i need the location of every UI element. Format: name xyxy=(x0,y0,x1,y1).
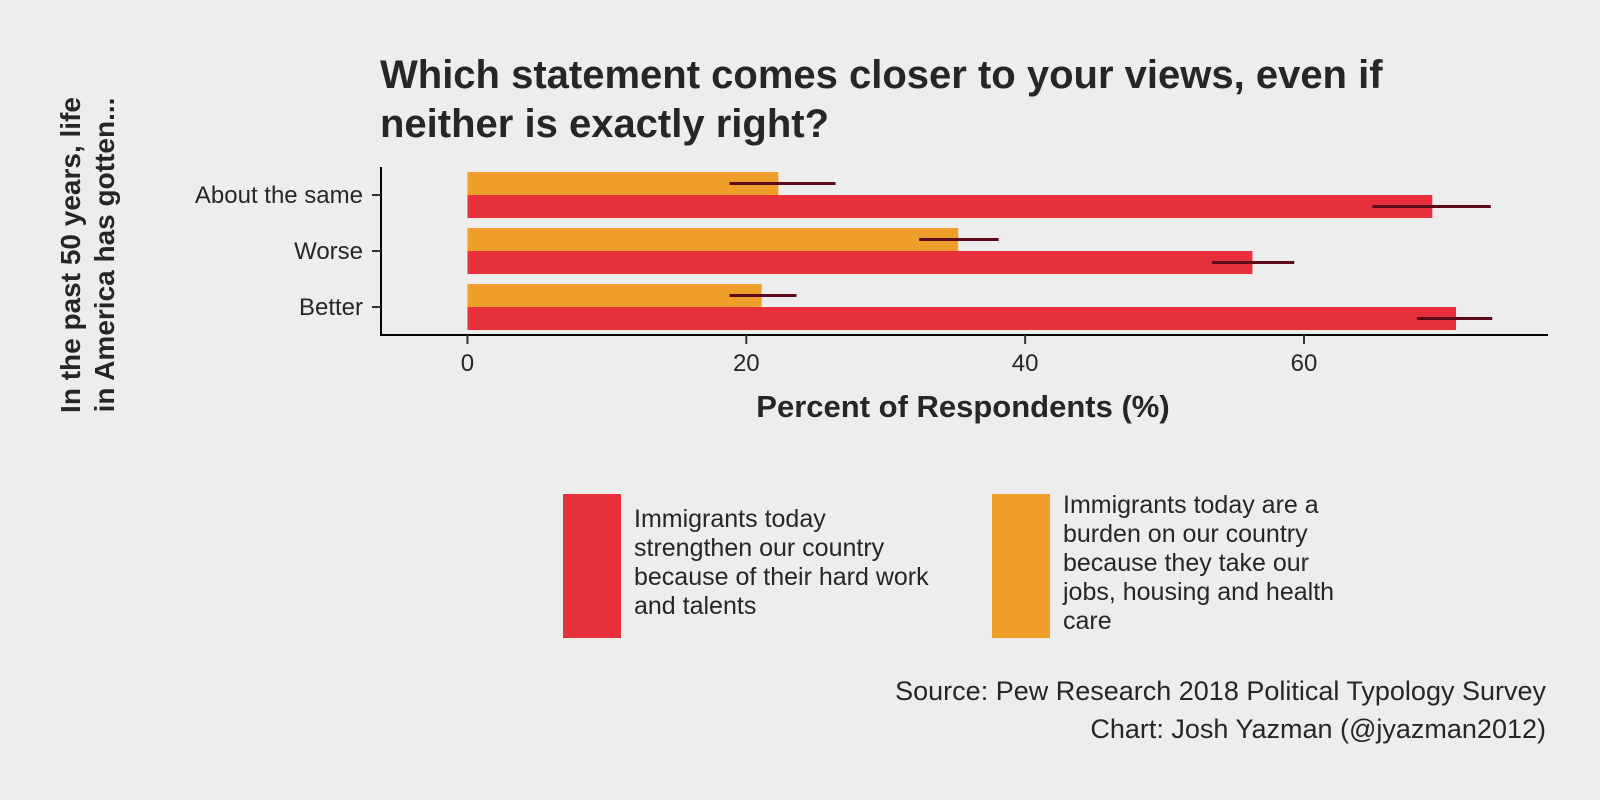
y-tick-label-better: Better xyxy=(299,294,363,321)
y-axis-label-line-1: In the past 50 years, life xyxy=(55,97,86,413)
legend-label-strengthen-line-1: Immigrants today xyxy=(634,505,826,533)
x-axis-ticks: 0 20 40 60 xyxy=(461,335,1318,377)
y-tick-label-about-the-same: About the same xyxy=(195,182,363,209)
legend-label-burden-line-3: because they take our xyxy=(1063,549,1309,577)
legend-label-burden-line-1: Immigrants today are a xyxy=(1063,491,1319,519)
plot-area xyxy=(467,172,1493,330)
caption-source: Source: Pew Research 2018 Political Typo… xyxy=(895,676,1546,706)
chart-title-line-2: neither is exactly right? xyxy=(380,102,829,146)
legend-label-burden-line-5: care xyxy=(1063,607,1112,635)
bar-strengthen-better xyxy=(467,307,1456,330)
legend-label-strengthen-line-3: because of their hard work xyxy=(634,563,929,591)
bar-burden-about-the-same xyxy=(467,172,779,195)
legend-label-burden-line-2: burden on our country xyxy=(1063,520,1308,548)
x-axis-label: Percent of Respondents (%) xyxy=(756,389,1169,424)
y-axis-ticks: About the same Worse Better xyxy=(195,182,381,321)
y-axis-label-line-2: in America has gotten... xyxy=(89,98,120,413)
caption-credit: Chart: Josh Yazman (@jyazman2012) xyxy=(1090,714,1546,744)
x-tick-label-40: 40 xyxy=(1012,350,1039,377)
bar-strengthen-about-the-same xyxy=(467,195,1433,218)
legend-label-strengthen-line-4: and talents xyxy=(634,592,756,620)
x-tick-label-60: 60 xyxy=(1291,350,1318,377)
x-tick-label-20: 20 xyxy=(733,350,760,377)
x-tick-label-0: 0 xyxy=(461,350,474,377)
bar-burden-better xyxy=(467,284,762,307)
bar-burden-worse xyxy=(467,228,959,251)
y-tick-label-worse: Worse xyxy=(294,238,363,265)
chart-title-line-1: Which statement comes closer to your vie… xyxy=(380,53,1383,97)
legend-key-burden xyxy=(992,494,1050,638)
legend-label-burden-line-4: jobs, housing and health xyxy=(1062,578,1334,606)
legend-label-strengthen-line-2: strengthen our country xyxy=(634,534,885,562)
legend-key-strengthen xyxy=(563,494,621,638)
bar-strengthen-worse xyxy=(467,251,1253,274)
